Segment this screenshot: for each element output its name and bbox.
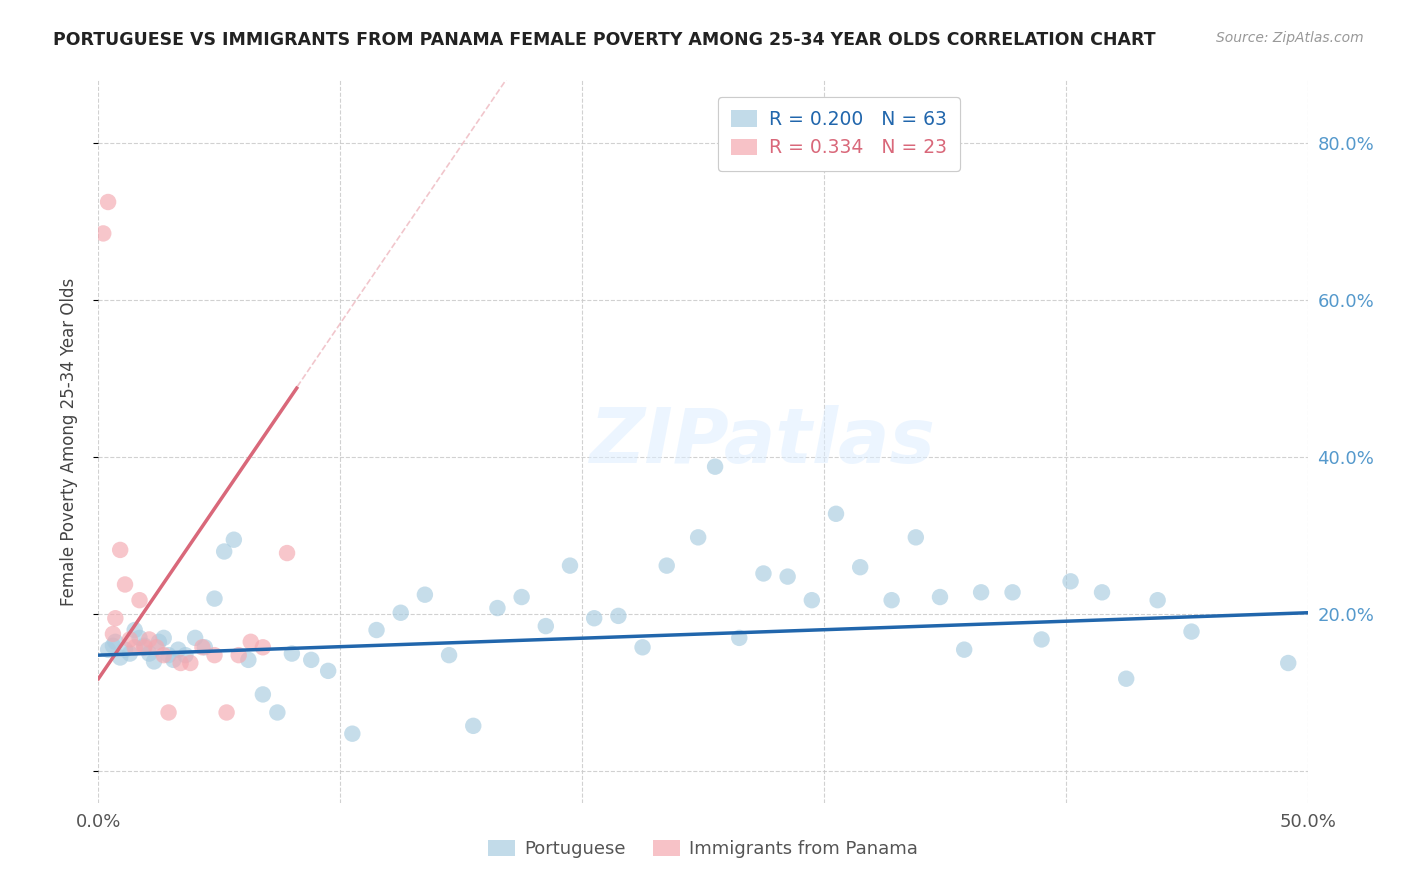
- Point: [157, 706, 180, 720]
- Point: [252, 640, 274, 655]
- Point: [607, 608, 630, 623]
- Point: [222, 533, 245, 547]
- Y-axis label: Female Poverty Among 25-34 Year Olds: Female Poverty Among 25-34 Year Olds: [59, 277, 77, 606]
- Point: [1059, 574, 1081, 589]
- Point: [266, 706, 288, 720]
- Point: [118, 647, 141, 661]
- Point: [97, 642, 120, 657]
- Text: PORTUGUESE VS IMMIGRANTS FROM PANAMA FEMALE POVERTY AMONG 25-34 YEAR OLDS CORREL: PORTUGUESE VS IMMIGRANTS FROM PANAMA FEM…: [53, 31, 1156, 49]
- Point: [880, 593, 903, 607]
- Point: [101, 639, 124, 653]
- Point: [252, 687, 274, 701]
- Point: [104, 635, 127, 649]
- Point: [970, 585, 993, 599]
- Point: [143, 655, 166, 669]
- Point: [152, 631, 174, 645]
- Point: [169, 656, 191, 670]
- Point: [239, 635, 262, 649]
- Point: [510, 590, 533, 604]
- Point: [138, 632, 160, 647]
- Text: ZIPatlas: ZIPatlas: [591, 405, 936, 478]
- Point: [91, 227, 114, 241]
- Point: [134, 639, 156, 653]
- Point: [728, 631, 751, 645]
- Point: [276, 546, 298, 560]
- Point: [167, 642, 190, 657]
- Point: [413, 588, 436, 602]
- Point: [389, 606, 412, 620]
- Point: [238, 653, 260, 667]
- Point: [558, 558, 581, 573]
- Point: [1091, 585, 1114, 599]
- Point: [342, 727, 364, 741]
- Point: [463, 719, 485, 733]
- Point: [124, 623, 146, 637]
- Point: [134, 640, 156, 655]
- Point: [128, 631, 150, 645]
- Point: [157, 648, 180, 662]
- Point: [108, 650, 131, 665]
- Point: [184, 631, 207, 645]
- Point: [204, 648, 226, 662]
- Point: [128, 593, 150, 607]
- Point: [631, 640, 654, 655]
- Point: [904, 530, 927, 544]
- Point: [138, 647, 160, 661]
- Legend: Portuguese, Immigrants from Panama: Portuguese, Immigrants from Panama: [481, 832, 925, 865]
- Point: [1001, 585, 1024, 599]
- Point: [1277, 656, 1299, 670]
- Point: [148, 635, 170, 649]
- Point: [1031, 632, 1053, 647]
- Point: [316, 664, 339, 678]
- Point: [114, 577, 136, 591]
- Point: [776, 569, 799, 583]
- Point: [953, 642, 976, 657]
- Point: [228, 648, 250, 662]
- Point: [849, 560, 872, 574]
- Point: [752, 566, 775, 581]
- Point: [97, 194, 120, 209]
- Point: [281, 647, 304, 661]
- Point: [1146, 593, 1168, 607]
- Point: [152, 648, 174, 662]
- Point: [1115, 672, 1137, 686]
- Text: Source: ZipAtlas.com: Source: ZipAtlas.com: [1216, 31, 1364, 45]
- Point: [194, 640, 217, 655]
- Point: [929, 590, 952, 604]
- Point: [825, 507, 848, 521]
- Point: [800, 593, 823, 607]
- Point: [191, 640, 214, 655]
- Point: [118, 632, 141, 647]
- Point: [174, 648, 197, 662]
- Point: [108, 542, 131, 557]
- Point: [114, 642, 136, 657]
- Point: [583, 611, 606, 625]
- Point: [215, 706, 238, 720]
- Point: [1180, 624, 1202, 639]
- Point: [124, 640, 146, 655]
- Legend: R = 0.200   N = 63, R = 0.334   N = 23: R = 0.200 N = 63, R = 0.334 N = 23: [718, 97, 960, 170]
- Point: [534, 619, 557, 633]
- Point: [704, 459, 727, 474]
- Point: [145, 640, 167, 655]
- Point: [366, 623, 388, 637]
- Point: [101, 627, 124, 641]
- Point: [688, 530, 710, 544]
- Point: [162, 653, 184, 667]
- Point: [204, 591, 226, 606]
- Point: [299, 653, 322, 667]
- Point: [655, 558, 678, 573]
- Point: [104, 611, 127, 625]
- Point: [486, 601, 509, 615]
- Point: [179, 656, 201, 670]
- Point: [437, 648, 460, 662]
- Point: [212, 544, 235, 558]
